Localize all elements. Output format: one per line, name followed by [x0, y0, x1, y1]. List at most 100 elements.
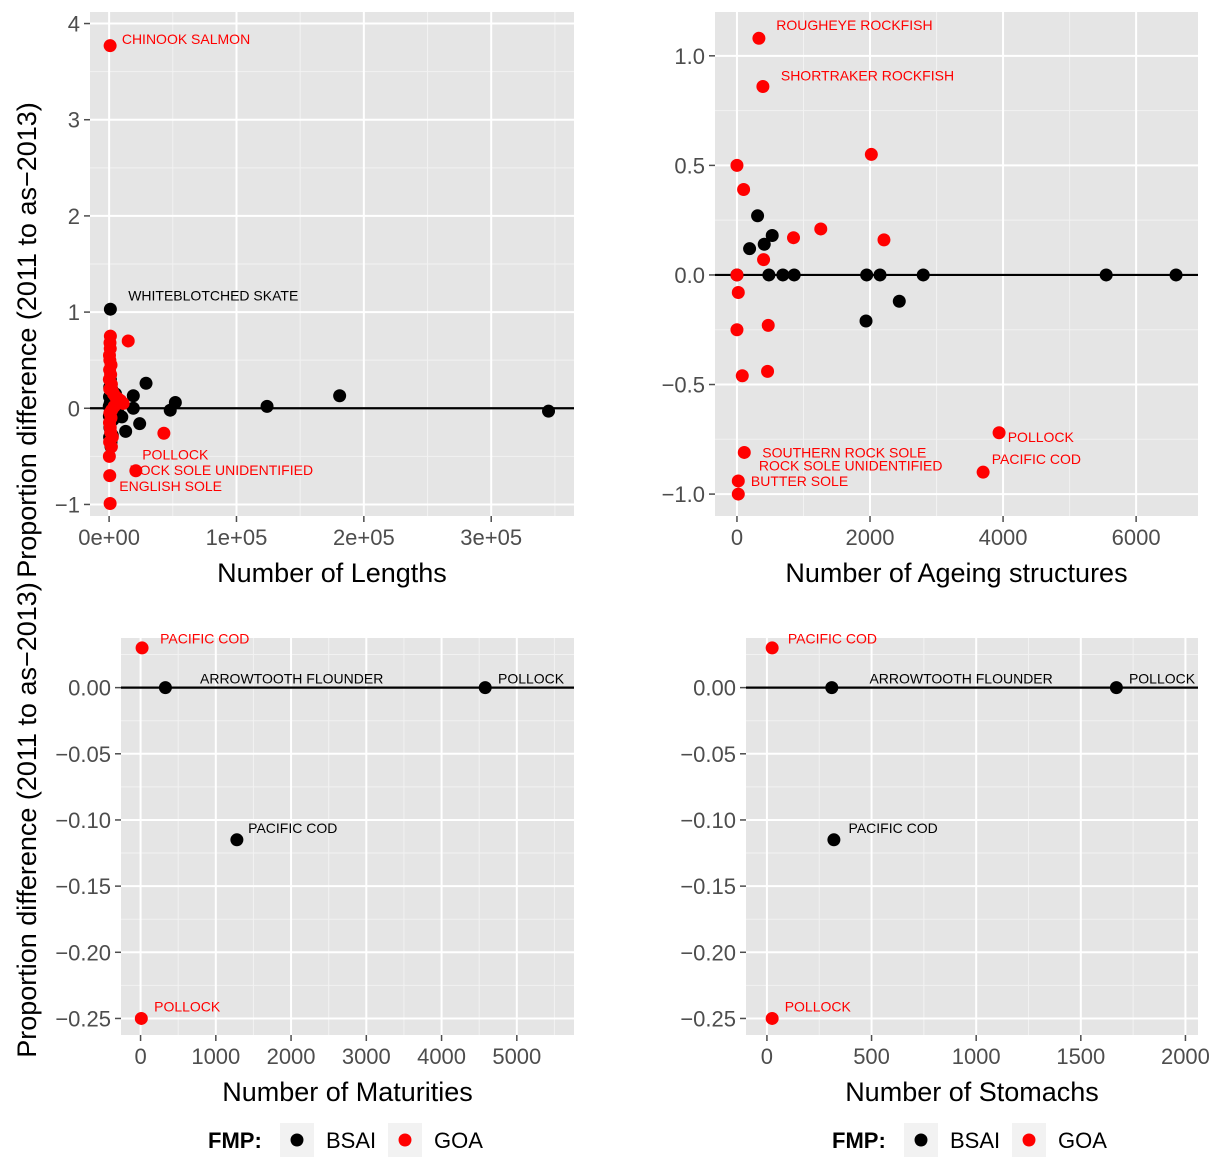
- data-point-goa: [737, 182, 751, 196]
- legend-title: FMP:: [832, 1128, 886, 1153]
- point-annotation: ARROWTOOTH FLOUNDER: [200, 670, 383, 686]
- point-annotation: ROUGHEYE ROCKFISH: [776, 17, 932, 33]
- x-tick-label: 2000: [1161, 1044, 1210, 1069]
- y-tick-label: −0.25: [55, 1006, 111, 1031]
- point-annotation: ENGLISH SOLE: [119, 478, 222, 494]
- y-tick-label: 3: [68, 108, 80, 133]
- y-tick-label: −0.5: [662, 373, 705, 398]
- point-annotation: PACIFIC COD: [788, 631, 877, 647]
- y-tick-label: −0.20: [680, 940, 736, 965]
- x-axis-title: Number of Stomachs: [845, 1077, 1099, 1107]
- x-tick-label: 2000: [267, 1044, 316, 1069]
- y-tick-label: 1.0: [674, 44, 705, 69]
- legend-label-bsai: BSAI: [950, 1128, 1000, 1153]
- x-tick-label: 0: [761, 1044, 773, 1069]
- point-annotation: ARROWTOOTH FLOUNDER: [869, 670, 1052, 686]
- data-point-goa: [864, 147, 878, 161]
- data-point-bsai: [1169, 268, 1183, 282]
- data-point-goa: [992, 426, 1006, 440]
- x-tick-label: 1000: [952, 1044, 1001, 1069]
- y-tick-label: −1: [55, 492, 80, 517]
- data-point-goa: [134, 1011, 148, 1025]
- y-axis-title: Proportion difference (2011 to as−2013): [12, 102, 42, 578]
- point-annotation: ROCK SOLE UNIDENTIFIED: [129, 462, 313, 478]
- data-point-bsai: [776, 268, 790, 282]
- data-point-bsai: [478, 681, 492, 695]
- data-point-bsai: [260, 399, 274, 413]
- data-point-goa: [103, 496, 117, 510]
- y-tick-label: 4: [68, 12, 80, 37]
- y-axis-title: Proportion difference (2011 to as−2013): [12, 582, 42, 1058]
- y-tick-label: −0.25: [680, 1006, 736, 1031]
- data-point-goa: [103, 39, 117, 53]
- data-point-bsai: [757, 237, 771, 251]
- panel-background: [746, 638, 1198, 1035]
- x-tick-label: 2e+05: [333, 525, 395, 550]
- x-tick-label: 4000: [979, 525, 1028, 550]
- x-tick-label: 0e+00: [78, 525, 140, 550]
- data-point-goa: [737, 445, 751, 459]
- data-point-bsai: [751, 209, 765, 223]
- data-point-bsai: [126, 401, 140, 415]
- y-tick-label: −0.10: [55, 808, 111, 833]
- point-annotation: SHORTRAKER ROCKFISH: [781, 68, 954, 84]
- data-point-goa: [761, 364, 775, 378]
- data-point-bsai: [765, 229, 779, 243]
- data-point-goa: [765, 641, 779, 655]
- panel-background: [121, 638, 574, 1035]
- data-point-bsai: [873, 268, 887, 282]
- data-point-bsai: [333, 389, 347, 403]
- legend-key-goa: [398, 1133, 412, 1147]
- data-point-goa: [976, 465, 990, 479]
- data-point-goa: [756, 80, 770, 94]
- data-point-bsai: [139, 376, 153, 390]
- data-point-goa: [731, 487, 745, 501]
- y-tick-label: −0.20: [55, 940, 111, 965]
- point-annotation: WHITEBLOTCHED SKATE: [128, 288, 298, 304]
- point-annotation: POLLOCK: [785, 999, 852, 1015]
- x-tick-label: 4000: [417, 1044, 466, 1069]
- panel-4: 0 500 1000 1500 2000 −0.25 −0.20 −0.15 −0.10 −0.0…: [680, 631, 1210, 1107]
- data-point-goa: [787, 231, 801, 245]
- y-tick-label: −0.05: [55, 742, 111, 767]
- data-point-goa: [731, 474, 745, 488]
- data-point-bsai: [743, 242, 757, 256]
- data-point-goa: [103, 469, 117, 483]
- x-axis-title: Number of Maturities: [222, 1077, 473, 1107]
- x-tick-label: 3e+05: [460, 525, 522, 550]
- x-tick-label: 6000: [1112, 525, 1161, 550]
- data-point-goa: [814, 222, 828, 236]
- data-point-bsai: [916, 268, 930, 282]
- data-point-bsai: [787, 268, 801, 282]
- y-tick-label: 0: [68, 396, 80, 421]
- legend-title: FMP:: [208, 1128, 262, 1153]
- data-point-bsai: [133, 417, 147, 431]
- data-point-bsai: [542, 404, 556, 418]
- data-point-bsai: [163, 403, 177, 417]
- data-point-goa: [157, 426, 171, 440]
- data-point-bsai: [762, 268, 776, 282]
- data-point-bsai: [825, 681, 839, 695]
- legend-key-bsai: [290, 1133, 304, 1147]
- panel-background: [715, 12, 1198, 516]
- x-tick-label: 3000: [342, 1044, 391, 1069]
- y-tick-label: 0.00: [693, 676, 736, 701]
- x-tick-label: 2000: [846, 525, 895, 550]
- data-point-goa: [102, 449, 116, 463]
- data-point-bsai: [859, 314, 873, 328]
- point-annotation: PACIFIC COD: [160, 631, 249, 647]
- legend-label-goa: GOA: [1058, 1128, 1107, 1153]
- point-annotation: ROCK SOLE UNIDENTIFIED: [759, 458, 943, 474]
- data-point-bsai: [126, 389, 140, 403]
- x-axis-title: Number of Ageing structures: [785, 558, 1127, 588]
- x-tick-label: 1e+05: [206, 525, 268, 550]
- point-annotation: BUTTER SOLE: [751, 473, 848, 489]
- point-annotation: PACIFIC COD: [992, 451, 1081, 467]
- y-tick-label: −0.10: [680, 808, 736, 833]
- data-point-goa: [735, 369, 749, 383]
- point-annotation: CHINOOK SALMON: [122, 31, 250, 47]
- y-tick-label: −1.0: [662, 482, 705, 507]
- data-point-bsai: [103, 302, 117, 316]
- data-point-goa: [752, 31, 766, 45]
- data-point-bsai: [827, 833, 841, 847]
